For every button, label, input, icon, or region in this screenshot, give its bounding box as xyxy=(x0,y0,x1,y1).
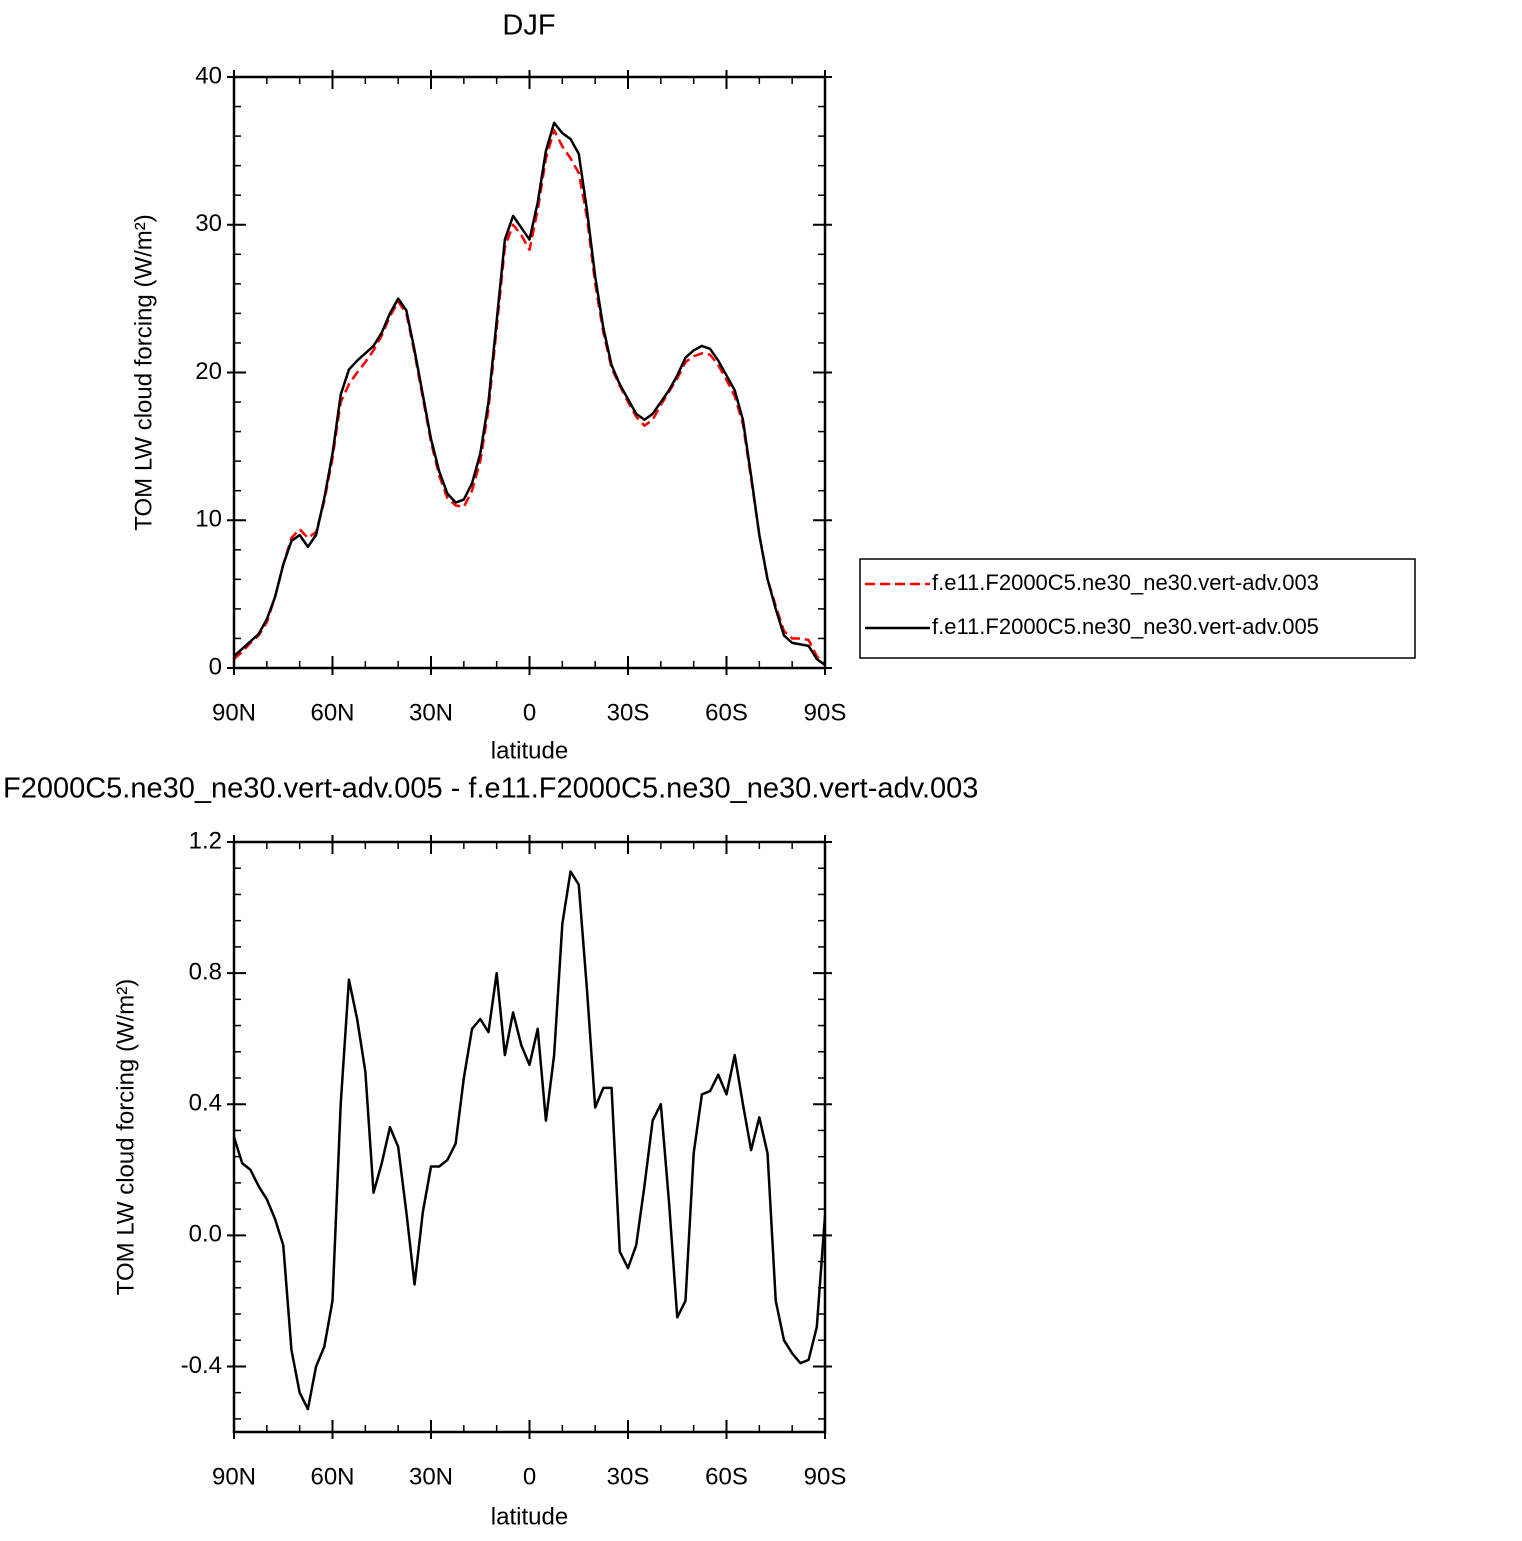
data-line xyxy=(232,870,827,1411)
x-tick-label: 30S xyxy=(607,699,650,726)
x-tick-label: 0 xyxy=(523,699,536,726)
x-tick-label: 30S xyxy=(607,1463,650,1490)
y-axis-label: TOM LW cloud forcing (W/m²) xyxy=(112,979,139,1295)
y-tick-label: 10 xyxy=(195,506,222,533)
legend-label: f.e11.F2000C5.ne30_ne30.vert-adv.005 xyxy=(932,614,1319,639)
y-tick-label: 0.4 xyxy=(189,1090,222,1117)
x-tick-label: 90S xyxy=(804,1463,847,1490)
x-tick-label: 30N xyxy=(409,699,453,726)
y-tick-label: 40 xyxy=(195,62,222,89)
data-line xyxy=(233,121,826,667)
x-tick-label: 60N xyxy=(310,699,354,726)
x-tick-label: 60S xyxy=(705,699,748,726)
chart-title: F2000C5.ne30_ne30.vert-adv.005 - f.e11.F… xyxy=(3,773,978,805)
x-axis-label: latitude xyxy=(491,737,568,764)
y-tick-label: 0.8 xyxy=(189,958,222,985)
x-axis-label: latitude xyxy=(491,1503,568,1530)
x-tick-label: 90N xyxy=(212,1463,256,1490)
x-tick-label: 90N xyxy=(212,699,256,726)
x-tick-label: 90S xyxy=(804,699,847,726)
plot-frame xyxy=(232,840,827,1434)
x-tick-label: 60S xyxy=(705,1463,748,1490)
legend-box xyxy=(859,558,1416,659)
chart-title: DJF xyxy=(502,10,555,42)
y-tick-label: 30 xyxy=(195,210,222,237)
x-tick-label: 0 xyxy=(523,1463,536,1490)
legend-label: f.e11.F2000C5.ne30_ne30.vert-adv.003 xyxy=(932,570,1319,595)
y-tick-label: 0.0 xyxy=(189,1221,222,1248)
plot-frame xyxy=(232,75,827,670)
y-tick-label: -0.4 xyxy=(181,1352,222,1379)
y-tick-label: 0 xyxy=(209,653,222,680)
y-axis-label: TOM LW cloud forcing (W/m²) xyxy=(130,214,157,530)
y-tick-label: 1.2 xyxy=(189,827,222,854)
x-tick-label: 30N xyxy=(409,1463,453,1490)
x-tick-label: 60N xyxy=(310,1463,354,1490)
y-tick-label: 20 xyxy=(195,358,222,385)
